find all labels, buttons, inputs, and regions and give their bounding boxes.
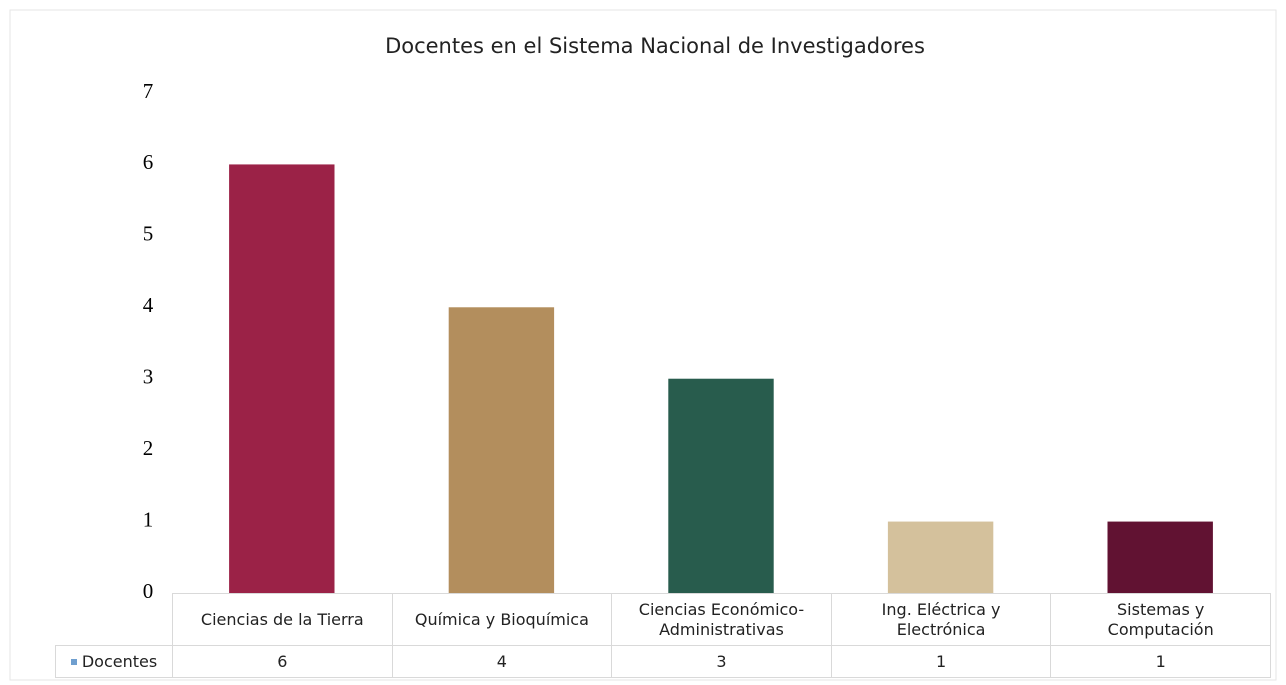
- cell-text: Sistemas y Computación: [1107, 599, 1214, 639]
- bar: [887, 521, 994, 593]
- legend-entry: Docentes: [55, 645, 173, 678]
- bar: [448, 307, 555, 593]
- cell-text: Ciencias de la Tierra: [200, 609, 364, 629]
- y-tick-label: 6: [143, 150, 154, 174]
- cell-text: Docentes: [81, 651, 158, 671]
- table-value: 6: [172, 645, 393, 678]
- x-tick-label: Química y Bioquímica: [391, 593, 613, 646]
- x-tick-label: Sistemas y Computación: [1050, 593, 1271, 646]
- y-tick-label: 2: [143, 436, 154, 460]
- y-tick-label: 5: [143, 222, 154, 246]
- y-tick-label: 0: [143, 579, 154, 603]
- x-tick-label: Ciencias de la Tierra: [172, 593, 393, 646]
- bar: [229, 164, 335, 593]
- chart-title: Docentes en el Sistema Nacional de Inves…: [385, 34, 925, 58]
- table-value: 1: [1050, 645, 1271, 678]
- x-tick-label: Ing. Eléctrica y Electrónica: [830, 593, 1052, 646]
- bar: [668, 378, 774, 593]
- chart-border: [9, 9, 1277, 681]
- bar: [1107, 521, 1213, 593]
- cell-text: 3: [716, 651, 727, 671]
- y-tick-label: 4: [143, 293, 154, 317]
- y-tick-label: 3: [143, 365, 154, 389]
- cell-text: 1: [936, 651, 947, 671]
- table-value: 3: [611, 645, 832, 678]
- x-tick-label: Ciencias Económico- Administrativas: [611, 593, 832, 646]
- cell-text: Ciencias Económico- Administrativas: [638, 599, 805, 639]
- cell-text: Ing. Eléctrica y Electrónica: [881, 599, 1001, 639]
- y-tick-label: 7: [143, 79, 154, 103]
- table-value: 4: [391, 645, 613, 678]
- y-tick-label: 1: [143, 507, 154, 531]
- cell-text: 1: [1155, 651, 1166, 671]
- legend-key: [70, 658, 77, 665]
- cell-text: 6: [277, 651, 288, 671]
- cell-text: 4: [496, 651, 507, 671]
- cell-text: Química y Bioquímica: [414, 609, 589, 629]
- table-value: 1: [830, 645, 1052, 678]
